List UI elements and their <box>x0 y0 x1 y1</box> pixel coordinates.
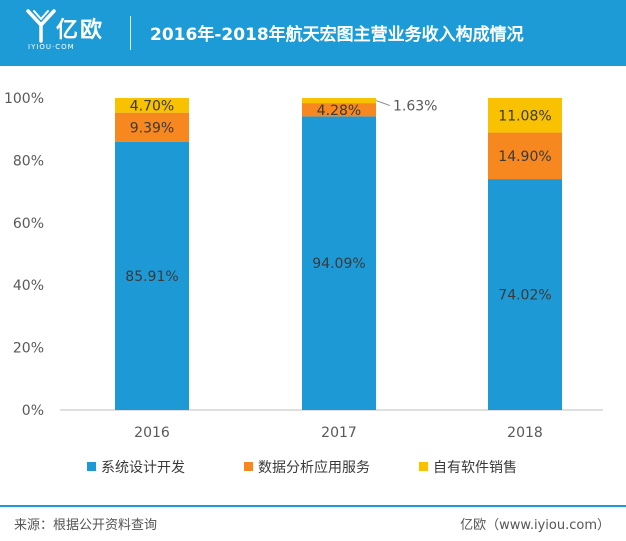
bar-segment <box>302 98 376 104</box>
x-tick-label: 2017 <box>321 425 357 441</box>
stacked-bar-chart: 0% 20% 40% 60% 80% 100% 85.91% 9.39% 4.70% 94.09… <box>4 91 603 476</box>
bar-segment <box>115 112 189 142</box>
leader-line <box>375 100 391 107</box>
logo-text: 亿欧 <box>56 18 105 43</box>
footer-divider <box>0 505 626 507</box>
data-label: 94.09% <box>312 256 365 272</box>
y-tick-label: 40% <box>13 278 44 294</box>
y-tick-label: 80% <box>13 153 44 169</box>
data-label: 85.91% <box>125 269 178 285</box>
source-note: 来源：根据公开资料查询 <box>14 518 158 533</box>
data-label: 14.90% <box>498 149 551 165</box>
legend-label: 系统设计开发 <box>101 460 185 476</box>
y-tick-label: 0% <box>22 403 44 419</box>
bar-segment <box>488 179 562 410</box>
x-tick-label: 2016 <box>134 425 170 441</box>
bar-segment <box>115 98 189 113</box>
header-bar: 亿欧 IYIOU·COM 2016年-2018年航天宏图主营业务收入构成情况 <box>0 0 626 66</box>
y-tick-label: 100% <box>4 91 44 107</box>
data-label: 1.63% <box>393 99 437 115</box>
data-label: 4.28% <box>317 103 361 119</box>
page-title: 2016年-2018年航天宏图主营业务收入构成情况 <box>150 25 524 45</box>
data-label: 4.70% <box>130 98 174 114</box>
y-tick-label: 20% <box>13 341 44 357</box>
legend-swatch <box>87 462 96 471</box>
data-label: 11.08% <box>498 108 551 124</box>
bar-segment <box>488 132 562 180</box>
bar-segment <box>115 141 189 410</box>
y-tick-label: 60% <box>13 216 44 232</box>
legend-label: 自有软件销售 <box>433 460 517 476</box>
logo-subtext: IYIOU·COM <box>28 43 75 51</box>
x-tick-label: 2018 <box>507 425 543 441</box>
legend-swatch <box>419 462 428 471</box>
legend-swatch <box>244 462 253 471</box>
bar-segment <box>302 103 376 117</box>
header-divider <box>130 16 131 50</box>
brand-credit: 亿欧（www.iyiou.com） <box>460 518 610 533</box>
legend-label: 数据分析应用服务 <box>258 459 370 476</box>
data-label: 9.39% <box>130 120 174 136</box>
logo-icon <box>26 9 56 43</box>
bar-segment <box>302 116 376 410</box>
data-label: 74.02% <box>498 288 551 304</box>
bar-segment <box>488 98 562 133</box>
